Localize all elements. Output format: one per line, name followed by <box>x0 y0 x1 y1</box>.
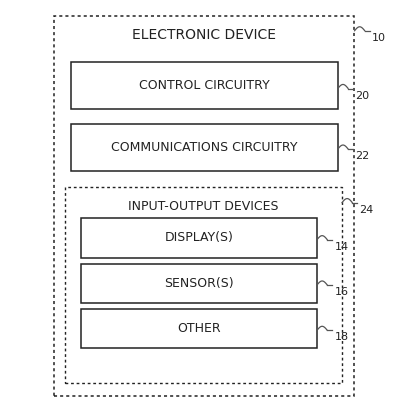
Text: DISPLAY(S): DISPLAY(S) <box>165 232 234 244</box>
Bar <box>54 16 354 396</box>
Text: INPUT-OUTPUT DEVICES: INPUT-OUTPUT DEVICES <box>128 199 279 213</box>
Text: CONTROL CIRCUITRY: CONTROL CIRCUITRY <box>139 79 270 92</box>
Bar <box>71 62 338 109</box>
Text: 16: 16 <box>334 287 349 297</box>
Bar <box>81 264 317 303</box>
Bar <box>81 309 317 348</box>
Bar <box>65 187 342 383</box>
Text: 22: 22 <box>355 151 369 161</box>
Text: 14: 14 <box>334 242 349 252</box>
Text: OTHER: OTHER <box>177 322 221 335</box>
Text: 10: 10 <box>372 33 386 43</box>
Bar <box>81 218 317 258</box>
Text: 18: 18 <box>334 332 349 342</box>
Text: COMMUNICATIONS CIRCUITRY: COMMUNICATIONS CIRCUITRY <box>111 141 298 154</box>
Text: SENSOR(S): SENSOR(S) <box>164 277 234 290</box>
Text: 24: 24 <box>359 205 374 215</box>
Text: ELECTRONIC DEVICE: ELECTRONIC DEVICE <box>132 28 276 42</box>
Bar <box>71 124 338 171</box>
Text: 20: 20 <box>355 91 369 101</box>
